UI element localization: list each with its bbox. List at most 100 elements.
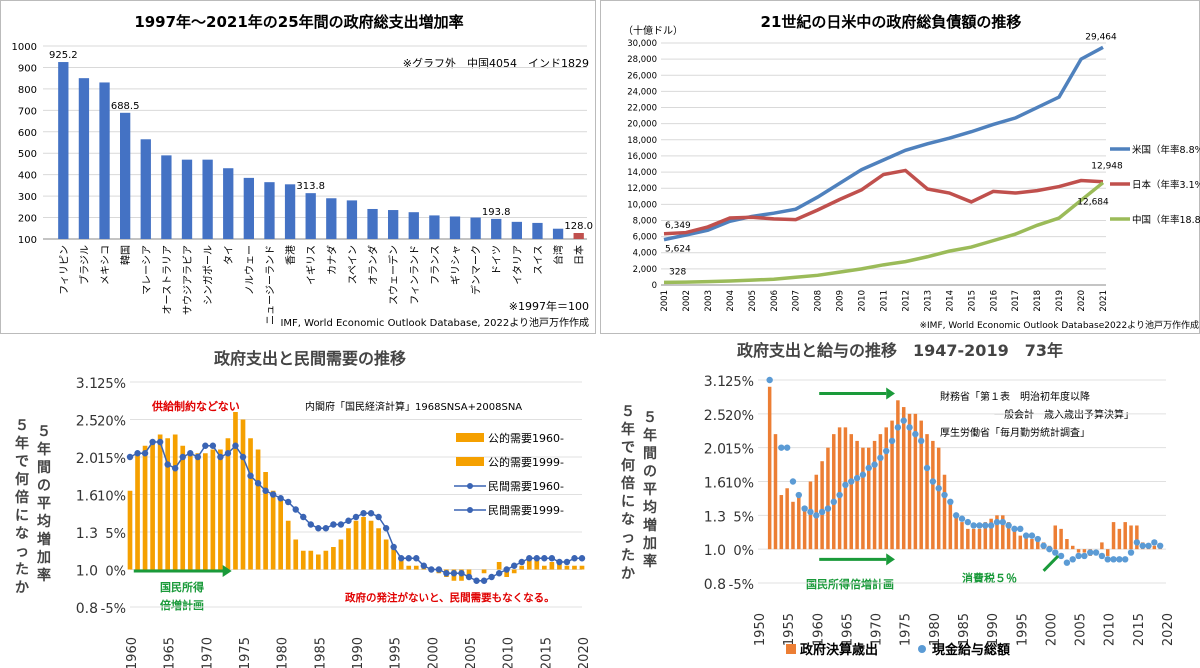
chart-4-point-wages <box>789 478 797 485</box>
chart-3-ylabel2-char: た <box>15 562 29 578</box>
chart-4-ylabel2-char: っ <box>621 530 635 546</box>
chart-4-legend-swatch <box>918 645 926 653</box>
chart-1-ytick-label: 600 <box>18 128 37 139</box>
chart-4-xtick-label: 2015 <box>1132 613 1147 646</box>
chart-4-bar-spending <box>931 440 935 550</box>
chart-4-xtick-label: 2020 <box>1161 613 1176 646</box>
chart-1-bar <box>305 193 316 239</box>
chart-4-point-wages <box>1075 552 1082 560</box>
chart-3-annotation-top: 供給制約などない <box>151 399 240 413</box>
chart-2-xtick-label: 2011 <box>880 290 890 312</box>
chart-3-ytick-right: 10% <box>97 490 126 505</box>
chart-4-bar-spending <box>1006 522 1011 550</box>
chart-2-xtick-label: 2019 <box>1055 290 1065 312</box>
chart-3-point-private <box>156 438 164 446</box>
chart-3-xtick-label: 2010 <box>502 637 517 668</box>
chart-4-tax-label: 消費税５％ <box>962 571 1017 585</box>
chart-2-xtick-label: 2015 <box>967 290 977 312</box>
chart-3-source: 内閣府「国民経済計算」1968SNSA+2008SNA <box>305 400 522 413</box>
chart-3-bar-public <box>398 558 404 570</box>
chart-2-ytick-label: 22,000 <box>627 104 657 114</box>
chart-1-xtick-label: ギリシャ <box>450 245 462 285</box>
chart-3-ylabel-char: 均 <box>37 513 51 530</box>
chart-4-ylabel-char: の <box>643 464 657 480</box>
chart-3-legend-swatch <box>467 507 473 513</box>
chart-3-xtick-label: 1980 <box>276 637 291 668</box>
chart-3-ytick-right: 5% <box>105 527 126 542</box>
chart-1-bar <box>552 228 564 239</box>
chart-4-point-wages <box>976 522 983 529</box>
chart-2-legend-label: 中国（年率18.8%） <box>1132 214 1200 226</box>
chart-4-bar-spending <box>983 522 988 550</box>
chart-4-bar-spending <box>1018 535 1023 550</box>
chart-3-bar-public <box>308 550 314 570</box>
chart-4-point-wages <box>848 478 855 485</box>
chart-2-ytick-label: 10,000 <box>627 200 657 210</box>
chart-2-xtick-label: 2008 <box>814 290 824 312</box>
chart-2-xtick-label: 2018 <box>1033 290 1043 312</box>
chart-3-point-private <box>541 555 548 562</box>
chart-4-point-wages <box>941 491 948 499</box>
chart-2-xtick-label: 2010 <box>858 290 868 312</box>
chart-3-bar-public <box>315 554 321 570</box>
chart-spending-wages: 政府支出と給与の推移 1947-2019 73年 財務省「第１表 明治初年度以降… <box>600 336 1200 668</box>
chart-4-bar-spending <box>779 495 784 550</box>
chart-1-bar <box>429 215 440 239</box>
chart-4-bar-spending <box>919 420 923 550</box>
chart-3-bar-public <box>263 472 268 570</box>
chart-1-data-label: 128.0 <box>564 221 593 232</box>
chart-3-point-private <box>443 570 450 577</box>
chart-4-bar-spending <box>849 434 854 550</box>
chart-2-legend-label: 日本（年率3.1%） <box>1132 179 1200 191</box>
chart-3-point-private <box>367 510 375 517</box>
chart-4-point-wages <box>824 505 832 512</box>
chart-4-xtick-label: 2005 <box>1074 613 1089 646</box>
chart-4-point-wages <box>1145 542 1152 549</box>
chart-4-point-wages <box>918 437 925 445</box>
chart-3-xtick-label: 2000 <box>426 637 441 668</box>
chart-4-bar-spending <box>808 481 813 550</box>
chart-3-bar-public <box>195 453 201 570</box>
chart-3-point-private <box>375 513 382 521</box>
chart-4-ytick-right: 20% <box>725 409 754 424</box>
chart-3-point-private <box>548 555 556 562</box>
chart-1-xtick-label: スウェーデン <box>387 245 400 305</box>
chart-4-bar-spending <box>966 528 970 550</box>
chart-4-bar-spending <box>1053 525 1058 550</box>
chart-1-bar <box>202 159 213 239</box>
chart-4-bar-spending <box>1059 528 1063 550</box>
chart-3-point-private <box>518 558 525 566</box>
chart-1-data-label: 925.2 <box>49 50 78 61</box>
chart-2-source: ※IMF, World Economic Outlook Database202… <box>919 319 1199 331</box>
chart-3-point-private <box>526 555 533 562</box>
chart-4-bar-spending <box>1030 539 1034 550</box>
chart-3-point-private <box>488 573 495 581</box>
chart-4-ylabel-char: 均 <box>643 499 657 516</box>
chart-4-point-wages <box>1017 525 1024 533</box>
chart-2-ytick-label: 2,000 <box>633 265 657 275</box>
chart-2-ytick-label: 30,000 <box>627 39 657 49</box>
chart-4-bar-spending <box>884 427 888 550</box>
chart-1-bar <box>243 177 254 239</box>
chart-2-xtick-label: 2007 <box>792 290 802 312</box>
chart-4-bar-spending <box>1129 525 1133 550</box>
chart-2-xtick-label: 2005 <box>748 290 758 312</box>
chart-2-xtick-label: 2013 <box>923 290 933 312</box>
chart-4-bar-spending <box>837 427 842 550</box>
chart-1-bar <box>78 78 90 240</box>
chart-4-point-wages <box>1151 539 1158 546</box>
chart-4-point-wages <box>813 512 820 519</box>
chart-4-point-wages <box>1139 542 1146 549</box>
chart-2-xtick-label: 2004 <box>726 290 736 312</box>
chart-2-ytick-label: 20,000 <box>627 120 657 130</box>
chart-4-point-wages <box>1063 559 1071 566</box>
chart-4-xtick-label: 2000 <box>1044 613 1059 646</box>
chart-3-ytick-left: 0.8 <box>76 601 98 617</box>
chart-3-ytick-right: 0% <box>105 565 126 580</box>
chart-4-point-wages <box>859 471 867 478</box>
chart-4-bar-spending <box>948 501 953 550</box>
chart-4-point-wages <box>865 464 872 472</box>
chart-3-point-private <box>345 517 352 524</box>
chart-3-point-private <box>209 442 217 449</box>
chart-3-bar-public <box>338 539 344 570</box>
